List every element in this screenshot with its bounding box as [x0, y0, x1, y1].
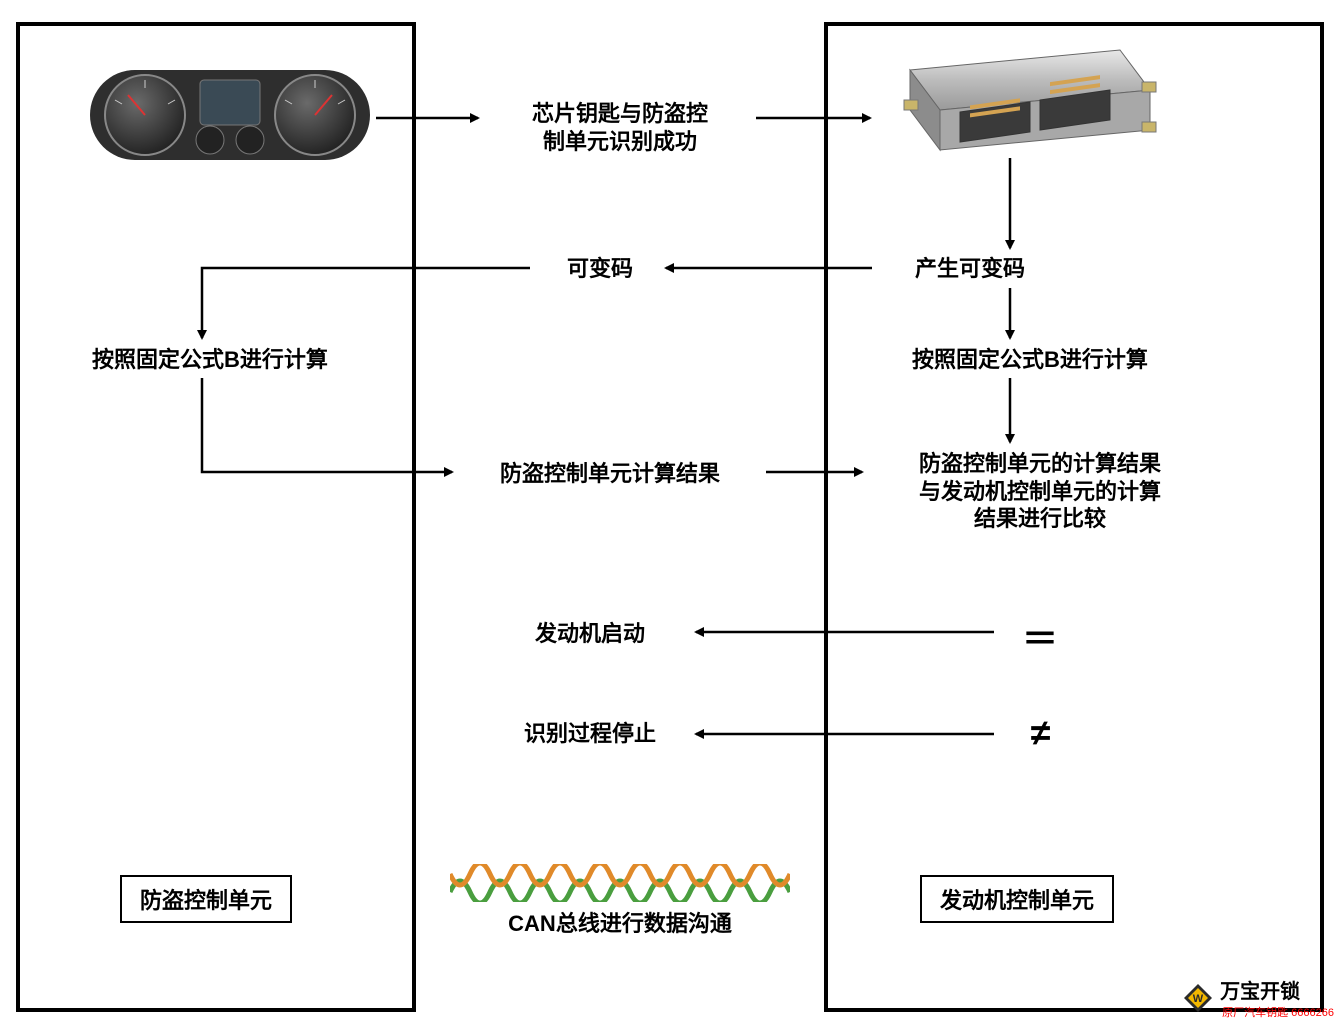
arrows-layer	[0, 0, 1342, 1026]
arrow-formula-left-to-result	[202, 378, 452, 472]
watermark: W 万宝开锁 原厂汽车钥匙 6666266	[1182, 975, 1334, 1020]
watermark-logo-icon: W	[1182, 982, 1214, 1014]
arrow-variable-to-formula-left	[202, 268, 530, 338]
svg-text:W: W	[1193, 993, 1204, 1005]
watermark-title: 万宝开锁	[1220, 975, 1334, 1004]
watermark-subtitle: 原厂汽车钥匙 6666266	[1222, 1004, 1334, 1020]
